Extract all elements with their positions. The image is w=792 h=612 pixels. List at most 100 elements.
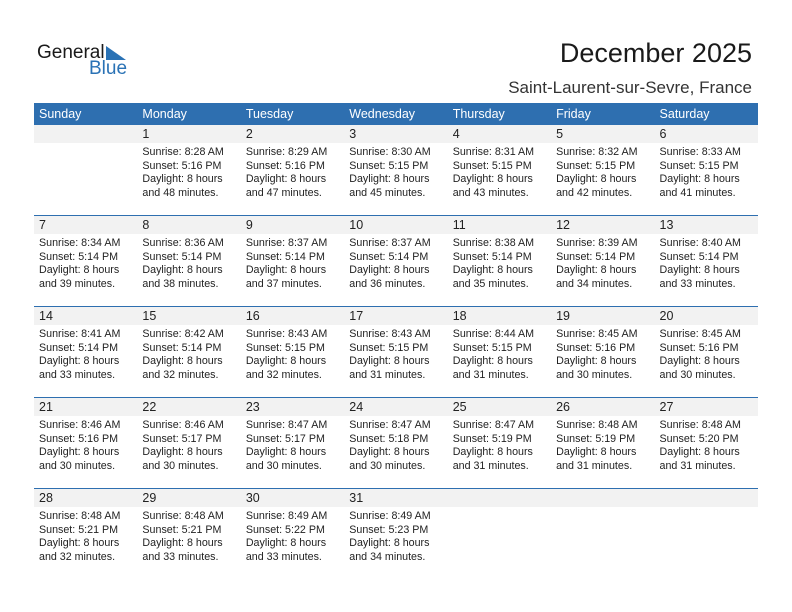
day-cell: 21 Sunrise: 8:46 AM Sunset: 5:16 PM Dayligh… [34, 398, 137, 473]
sunset: Sunset: 5:15 PM [452, 159, 532, 172]
day-cell: 10 Sunrise: 8:37 AM Sunset: 5:14 PM Dayligh… [344, 216, 447, 291]
sunrise: Sunrise: 8:45 AM [659, 328, 741, 340]
daylight-minutes: and 30 minutes. [142, 459, 219, 472]
day-number: 17 [349, 309, 364, 323]
sunrise: Sunrise: 8:43 AM [245, 328, 328, 340]
daylight-minutes: and 48 minutes. [142, 186, 219, 199]
day-number: 11 [452, 218, 466, 232]
sunrise: Sunrise: 8:41 AM [39, 328, 121, 340]
daylight-hours: Daylight: 8 hours [142, 355, 223, 367]
day-cell: 19 Sunrise: 8:45 AM Sunset: 5:16 PM Dayligh… [551, 307, 654, 382]
day-number: 1 [142, 127, 150, 141]
daylight-minutes: and 33 minutes. [245, 550, 322, 563]
day-number: 31 [349, 491, 364, 505]
daylight-minutes: and 30 minutes. [245, 459, 322, 472]
sunset: Sunset: 5:16 PM [142, 159, 222, 172]
sunrise: Sunrise: 8:42 AM [142, 328, 224, 340]
day-cell: 28 Sunrise: 8:48 AM Sunset: 5:21 PM Dayligh… [34, 489, 137, 564]
sunset: Sunset: 5:18 PM [349, 432, 429, 445]
daylight-hours: Daylight: 8 hours [142, 173, 223, 185]
day-cell: 5 Sunrise: 8:32 AM Sunset: 5:15 PM Daylight… [551, 125, 654, 200]
date-band [34, 398, 758, 416]
day-number: 15 [142, 309, 157, 323]
day-cell: 1 Sunrise: 8:28 AM Sunset: 5:16 PM Daylight… [137, 125, 240, 200]
day-number: 16 [245, 309, 260, 323]
daylight-minutes: and 30 minutes. [659, 368, 736, 381]
day-cell: 16 Sunrise: 8:43 AM Sunset: 5:15 PM Dayligh… [241, 307, 344, 382]
date-band [34, 216, 758, 234]
sunset: Sunset: 5:21 PM [142, 523, 222, 536]
sunrise: Sunrise: 8:47 AM [245, 419, 328, 431]
sunset: Sunset: 5:23 PM [349, 523, 429, 536]
day-cell: 9 Sunrise: 8:37 AM Sunset: 5:14 PM Daylight… [241, 216, 344, 291]
sunset: Sunset: 5:14 PM [142, 341, 222, 354]
daylight-minutes: and 32 minutes. [245, 368, 322, 381]
sunrise: Sunrise: 8:30 AM [349, 146, 431, 158]
sunrise: Sunrise: 8:46 AM [39, 419, 121, 431]
day-number: 8 [142, 218, 150, 232]
sunset: Sunset: 5:15 PM [556, 159, 636, 172]
day-number: 4 [452, 127, 460, 141]
daylight-hours: Daylight: 8 hours [349, 173, 430, 185]
day-cell: 23 Sunrise: 8:47 AM Sunset: 5:17 PM Dayligh… [241, 398, 344, 473]
sunrise: Sunrise: 8:49 AM [245, 510, 328, 522]
daylight-minutes: and 36 minutes. [349, 277, 426, 290]
sunrise: Sunrise: 8:33 AM [659, 146, 741, 158]
day-number: 28 [39, 491, 53, 505]
sunset: Sunset: 5:21 PM [39, 523, 119, 536]
day-cell: 30 Sunrise: 8:49 AM Sunset: 5:22 PM Dayligh… [241, 489, 344, 564]
day-number: 3 [349, 127, 357, 141]
sunset: Sunset: 5:14 PM [245, 250, 325, 263]
day-number: 12 [556, 218, 571, 232]
day-number: 9 [245, 218, 253, 232]
sunrise: Sunrise: 8:47 AM [349, 419, 431, 431]
daylight-hours: Daylight: 8 hours [245, 173, 327, 185]
sunrise: Sunrise: 8:45 AM [556, 328, 638, 340]
day-cell: 14 Sunrise: 8:41 AM Sunset: 5:14 PM Dayligh… [34, 307, 137, 382]
day-number: 19 [556, 309, 571, 323]
weekday-friday: Friday [556, 107, 591, 121]
weekday-tuesday: Tuesday [245, 107, 294, 121]
sunrise: Sunrise: 8:47 AM [452, 419, 535, 431]
weekday-thursday: Thursday [452, 107, 505, 121]
day-number: 26 [556, 400, 571, 414]
day-cell: 3 Sunrise: 8:30 AM Sunset: 5:15 PM Daylight… [344, 125, 447, 200]
daylight-hours: Daylight: 8 hours [556, 264, 637, 276]
day-number: 14 [39, 309, 53, 323]
logo-text-general: General [37, 42, 105, 63]
daylight-hours: Daylight: 8 hours [452, 264, 533, 276]
sunrise: Sunrise: 8:38 AM [452, 237, 535, 249]
day-cell: 22 Sunrise: 8:46 AM Sunset: 5:17 PM Dayligh… [137, 398, 240, 473]
week-row: 7 Sunrise: 8:34 AM Sunset: 5:14 PM Daylight… [34, 215, 758, 306]
day-cell: 11 Sunrise: 8:38 AM Sunset: 5:14 PM Dayligh… [448, 216, 551, 291]
daylight-hours: Daylight: 8 hours [349, 355, 430, 367]
day-cell: 17 Sunrise: 8:43 AM Sunset: 5:15 PM Dayligh… [344, 307, 447, 382]
daylight-minutes: and 30 minutes. [39, 459, 116, 472]
sunrise: Sunrise: 8:37 AM [349, 237, 431, 249]
daylight-hours: Daylight: 8 hours [452, 446, 533, 458]
day-number: 23 [245, 400, 260, 414]
week-row: 28 Sunrise: 8:48 AM Sunset: 5:21 PM Dayligh… [34, 488, 758, 579]
daylight-hours: Daylight: 8 hours [245, 446, 327, 458]
calendar-grid: Sunday Monday Tuesday Wednesday Thursday Frid… [34, 103, 758, 579]
sunrise: Sunrise: 8:44 AM [452, 328, 535, 340]
daylight-hours: Daylight: 8 hours [659, 446, 740, 458]
sunrise: Sunrise: 8:34 AM [39, 237, 121, 249]
daylight-hours: Daylight: 8 hours [39, 264, 120, 276]
sunrise: Sunrise: 8:48 AM [659, 419, 741, 431]
daylight-minutes: and 33 minutes. [659, 277, 736, 290]
daylight-hours: Daylight: 8 hours [142, 537, 223, 549]
daylight-hours: Daylight: 8 hours [349, 264, 430, 276]
daylight-hours: Daylight: 8 hours [245, 537, 327, 549]
day-cell: 15 Sunrise: 8:42 AM Sunset: 5:14 PM Dayligh… [137, 307, 240, 382]
day-cell: 29 Sunrise: 8:48 AM Sunset: 5:21 PM Dayligh… [137, 489, 240, 564]
daylight-hours: Daylight: 8 hours [452, 173, 533, 185]
day-cell: 20 Sunrise: 8:45 AM Sunset: 5:16 PM Dayligh… [655, 307, 758, 382]
sunrise: Sunrise: 8:40 AM [659, 237, 741, 249]
daylight-hours: Daylight: 8 hours [556, 173, 637, 185]
day-number: 21 [39, 400, 53, 414]
daylight-hours: Daylight: 8 hours [39, 537, 120, 549]
day-number: 24 [349, 400, 364, 414]
daylight-minutes: and 39 minutes. [39, 277, 116, 290]
